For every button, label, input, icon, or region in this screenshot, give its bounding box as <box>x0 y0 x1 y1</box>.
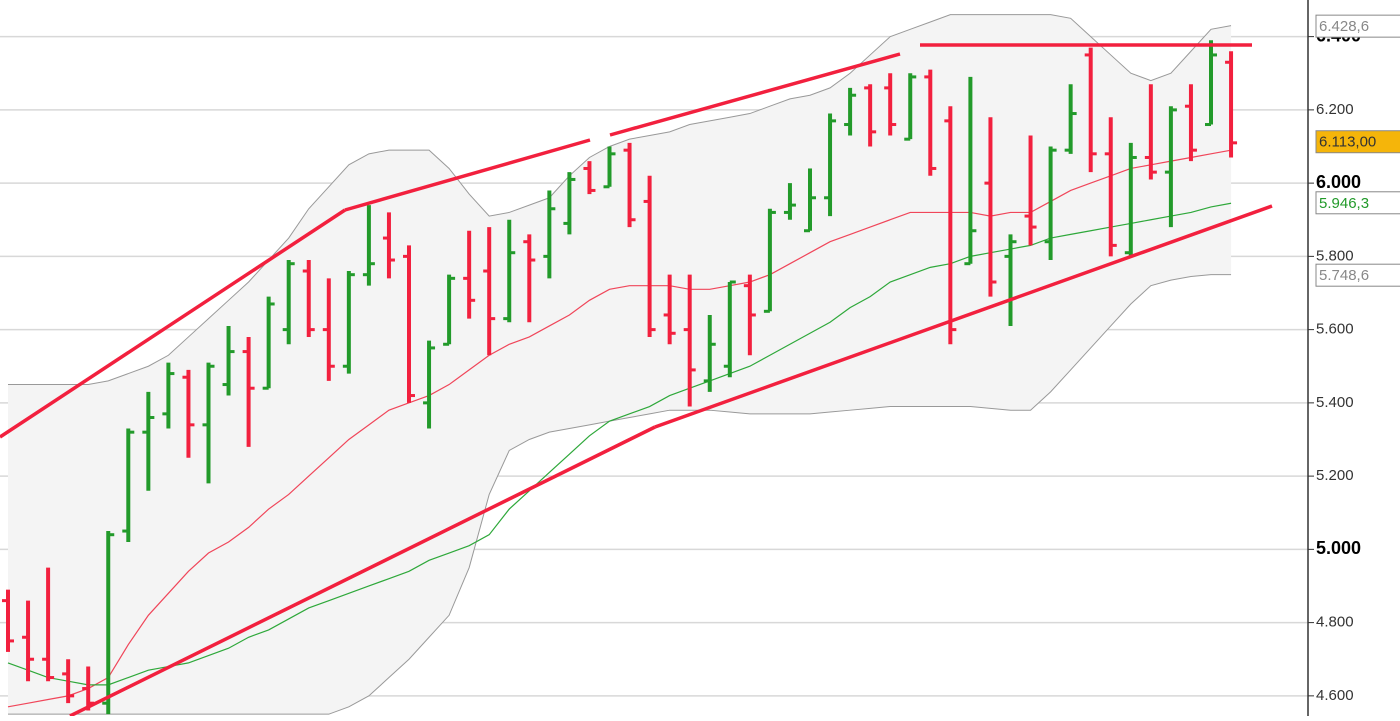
moving-average <box>7 149 1232 708</box>
price-label-box <box>1315 191 1400 215</box>
y-tick-label: 5.400 <box>1316 394 1354 411</box>
band-lower <box>8 274 1232 715</box>
y-tick-label: 4.800 <box>1316 614 1354 631</box>
trendline <box>609 52 901 137</box>
price-label-box <box>1315 130 1400 154</box>
price-label-box <box>1315 14 1400 38</box>
price-label: 6.428,6 <box>1319 18 1369 35</box>
price-label: 6.113,00 <box>1319 134 1376 151</box>
y-tick-label: 6.000 <box>1316 172 1361 192</box>
price-label-box <box>1315 263 1400 287</box>
y-tick-label: 4.600 <box>1316 687 1354 704</box>
y-tick-label: 5.000 <box>1316 538 1361 558</box>
band-area <box>8 14 1232 715</box>
y-tick-label: 6.200 <box>1316 101 1354 118</box>
trendline <box>69 425 656 718</box>
y-tick-label: 5.600 <box>1316 321 1354 338</box>
trendline <box>654 204 1273 429</box>
trendlines <box>0 43 1273 718</box>
moving-average <box>7 202 1232 686</box>
price-label: 5.946,3 <box>1319 195 1369 212</box>
trendline <box>0 208 346 439</box>
y-tick-label: 5.200 <box>1316 467 1354 484</box>
price-label: 5.748,6 <box>1319 267 1369 284</box>
trendline <box>344 138 591 212</box>
y-tick-label: 5.800 <box>1316 247 1354 264</box>
band-upper <box>8 14 1232 386</box>
